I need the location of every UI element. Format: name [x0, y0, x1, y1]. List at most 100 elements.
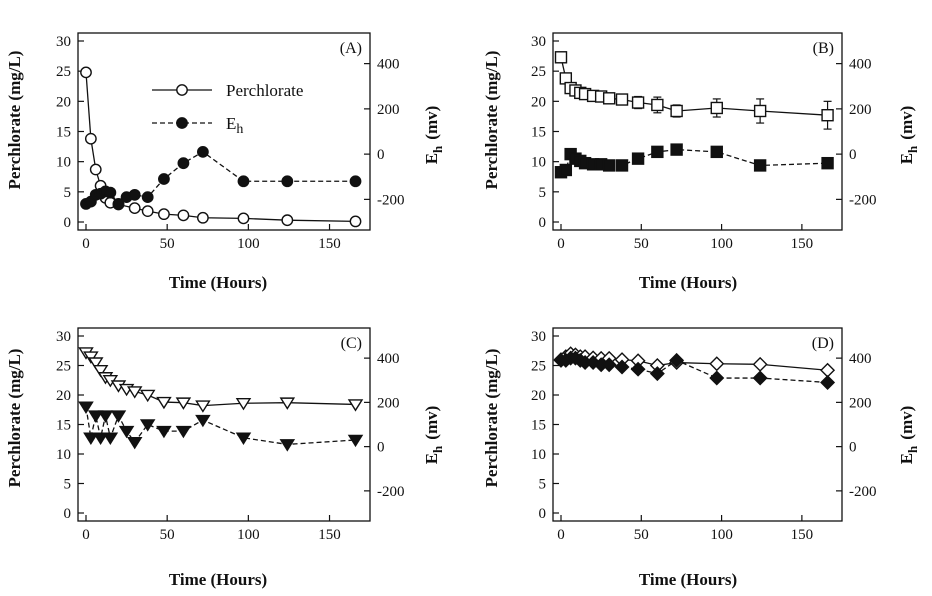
- eh-point: [602, 159, 616, 172]
- y2-tick-label: 400: [377, 351, 400, 367]
- legend: Perchlorate Eh: [152, 81, 303, 137]
- y2-axis-label-unit: (mv): [422, 406, 441, 440]
- eh-point: [235, 432, 252, 445]
- y-tick-label: 10: [56, 155, 71, 171]
- y-tick-label: 30: [56, 34, 71, 50]
- perchlorate-point: [156, 396, 172, 410]
- eh-point: [196, 145, 209, 158]
- panel-label: (C): [341, 335, 362, 352]
- perchlorate-point: [175, 397, 192, 410]
- perchlorate-point: [821, 109, 834, 122]
- y-tick-label: 0: [539, 215, 547, 231]
- y-tick-label: 15: [531, 125, 546, 141]
- panel-c: 0 5 10 15 20 25 30 -200 0 200 400 0 50 100 150 Time (Ho…: [5, 327, 445, 589]
- eh-point: [118, 425, 135, 439]
- x-tick-label: 100: [237, 236, 260, 252]
- y-tick-label: 10: [531, 447, 546, 463]
- legend-eh-main: E: [226, 114, 236, 133]
- x-tick-label: 100: [710, 236, 733, 252]
- eh-point: [139, 419, 156, 432]
- x-tick-label: 50: [160, 527, 175, 543]
- perchlorate-point: [139, 389, 156, 403]
- x-tick-label: 50: [160, 236, 175, 252]
- y2-axis-label-main: E: [422, 153, 441, 164]
- eh-point: [110, 410, 127, 423]
- perchlorate-point: [281, 214, 294, 227]
- y2-tick-label: 0: [377, 147, 385, 163]
- eh-point: [820, 374, 836, 390]
- eh-point: [279, 439, 296, 452]
- perchlorate-point: [349, 215, 362, 228]
- perchlorate-point: [92, 364, 109, 378]
- eh-point: [195, 414, 211, 428]
- eh-point: [78, 401, 94, 414]
- y2-tick-label: -200: [849, 484, 877, 500]
- y2-tick-label: 200: [849, 102, 872, 118]
- x-tick-label: 50: [634, 236, 649, 252]
- y2-axis-label-sub: h: [430, 445, 445, 453]
- y-tick-label: 20: [56, 388, 71, 404]
- eh-point: [97, 410, 114, 423]
- y2-tick-label: 0: [849, 147, 857, 163]
- panel-a: 0 5 10 15 20 25 30 -200 0 200 400 0 50 100 150 Time (Ho…: [5, 32, 445, 292]
- legend-perchlorate-label: Perchlorate: [226, 81, 303, 100]
- y2-axis-label-sub: h: [905, 445, 920, 453]
- perchlorate-series-line: [85, 352, 356, 407]
- y2-axis-label-sub: h: [905, 145, 920, 153]
- y2-tick-label: 200: [377, 102, 400, 118]
- x-tick-label: 0: [557, 527, 565, 543]
- y2-tick-label: 200: [377, 395, 400, 411]
- eh-point: [141, 191, 154, 204]
- perchlorate-point: [820, 362, 836, 378]
- y-tick-label: 25: [531, 359, 546, 375]
- y-tick-label: 30: [56, 329, 71, 345]
- x-axis-label: Time (Hours): [169, 273, 267, 292]
- eh-point: [281, 175, 294, 188]
- y-tick-label: 20: [531, 94, 546, 110]
- y-tick-label: 10: [531, 155, 546, 171]
- y-tick-label: 5: [539, 477, 547, 493]
- y-tick-label: 30: [531, 34, 546, 50]
- y2-axis-label-unit: (mv): [897, 406, 916, 440]
- eh-point: [649, 366, 665, 382]
- eh-point: [710, 145, 723, 159]
- eh-point: [126, 436, 143, 450]
- x-tick-label: 150: [791, 236, 814, 252]
- x-tick-label: 150: [318, 236, 341, 252]
- x-tick-label: 150: [791, 527, 814, 543]
- eh-point: [237, 175, 250, 188]
- y2-tick-label: -200: [377, 192, 405, 208]
- y2-tick-label: -200: [377, 484, 405, 500]
- eh-point: [630, 361, 646, 377]
- perchlorate-point: [651, 98, 664, 112]
- perchlorate-point: [602, 92, 616, 105]
- y2-tick-label: 200: [849, 395, 872, 411]
- panel-d: 0 5 10 15 20 25 30 -200 0 200 400 0 50 100 150 Time (Ho…: [482, 327, 920, 589]
- y2-axis-label: Eh (mv): [422, 106, 445, 165]
- y2-tick-label: 0: [849, 440, 857, 456]
- y2-axis-label-main: E: [422, 453, 441, 464]
- y2-axis-label-unit: (mv): [422, 106, 441, 140]
- eh-point: [651, 145, 664, 159]
- perchlorate-point: [196, 211, 209, 224]
- x-tick-label: 50: [634, 527, 649, 543]
- y-tick-label: 30: [531, 329, 546, 345]
- perchlorate-point: [87, 357, 104, 370]
- perchlorate-point: [89, 163, 102, 176]
- eh-point: [614, 359, 630, 375]
- eh-point: [709, 370, 725, 386]
- y-tick-label: 20: [531, 388, 546, 404]
- x-tick-label: 150: [318, 527, 341, 543]
- eh-point: [104, 186, 117, 199]
- eh-point: [349, 175, 362, 188]
- y2-tick-label: 0: [377, 440, 385, 456]
- panel-b: 0 5 10 15 20 25 30 -200 0 200 400 0 50 100 150 Time (Ho…: [482, 32, 920, 292]
- eh-point: [175, 425, 192, 439]
- x-tick-label: 100: [237, 527, 260, 543]
- perchlorate-point: [752, 356, 768, 372]
- y2-axis-label: Eh (mv): [897, 406, 920, 465]
- eh-point: [753, 159, 767, 172]
- legend-eh-label: Eh: [226, 114, 243, 137]
- y-axis-label: Perchlorate (mg/L): [5, 349, 24, 488]
